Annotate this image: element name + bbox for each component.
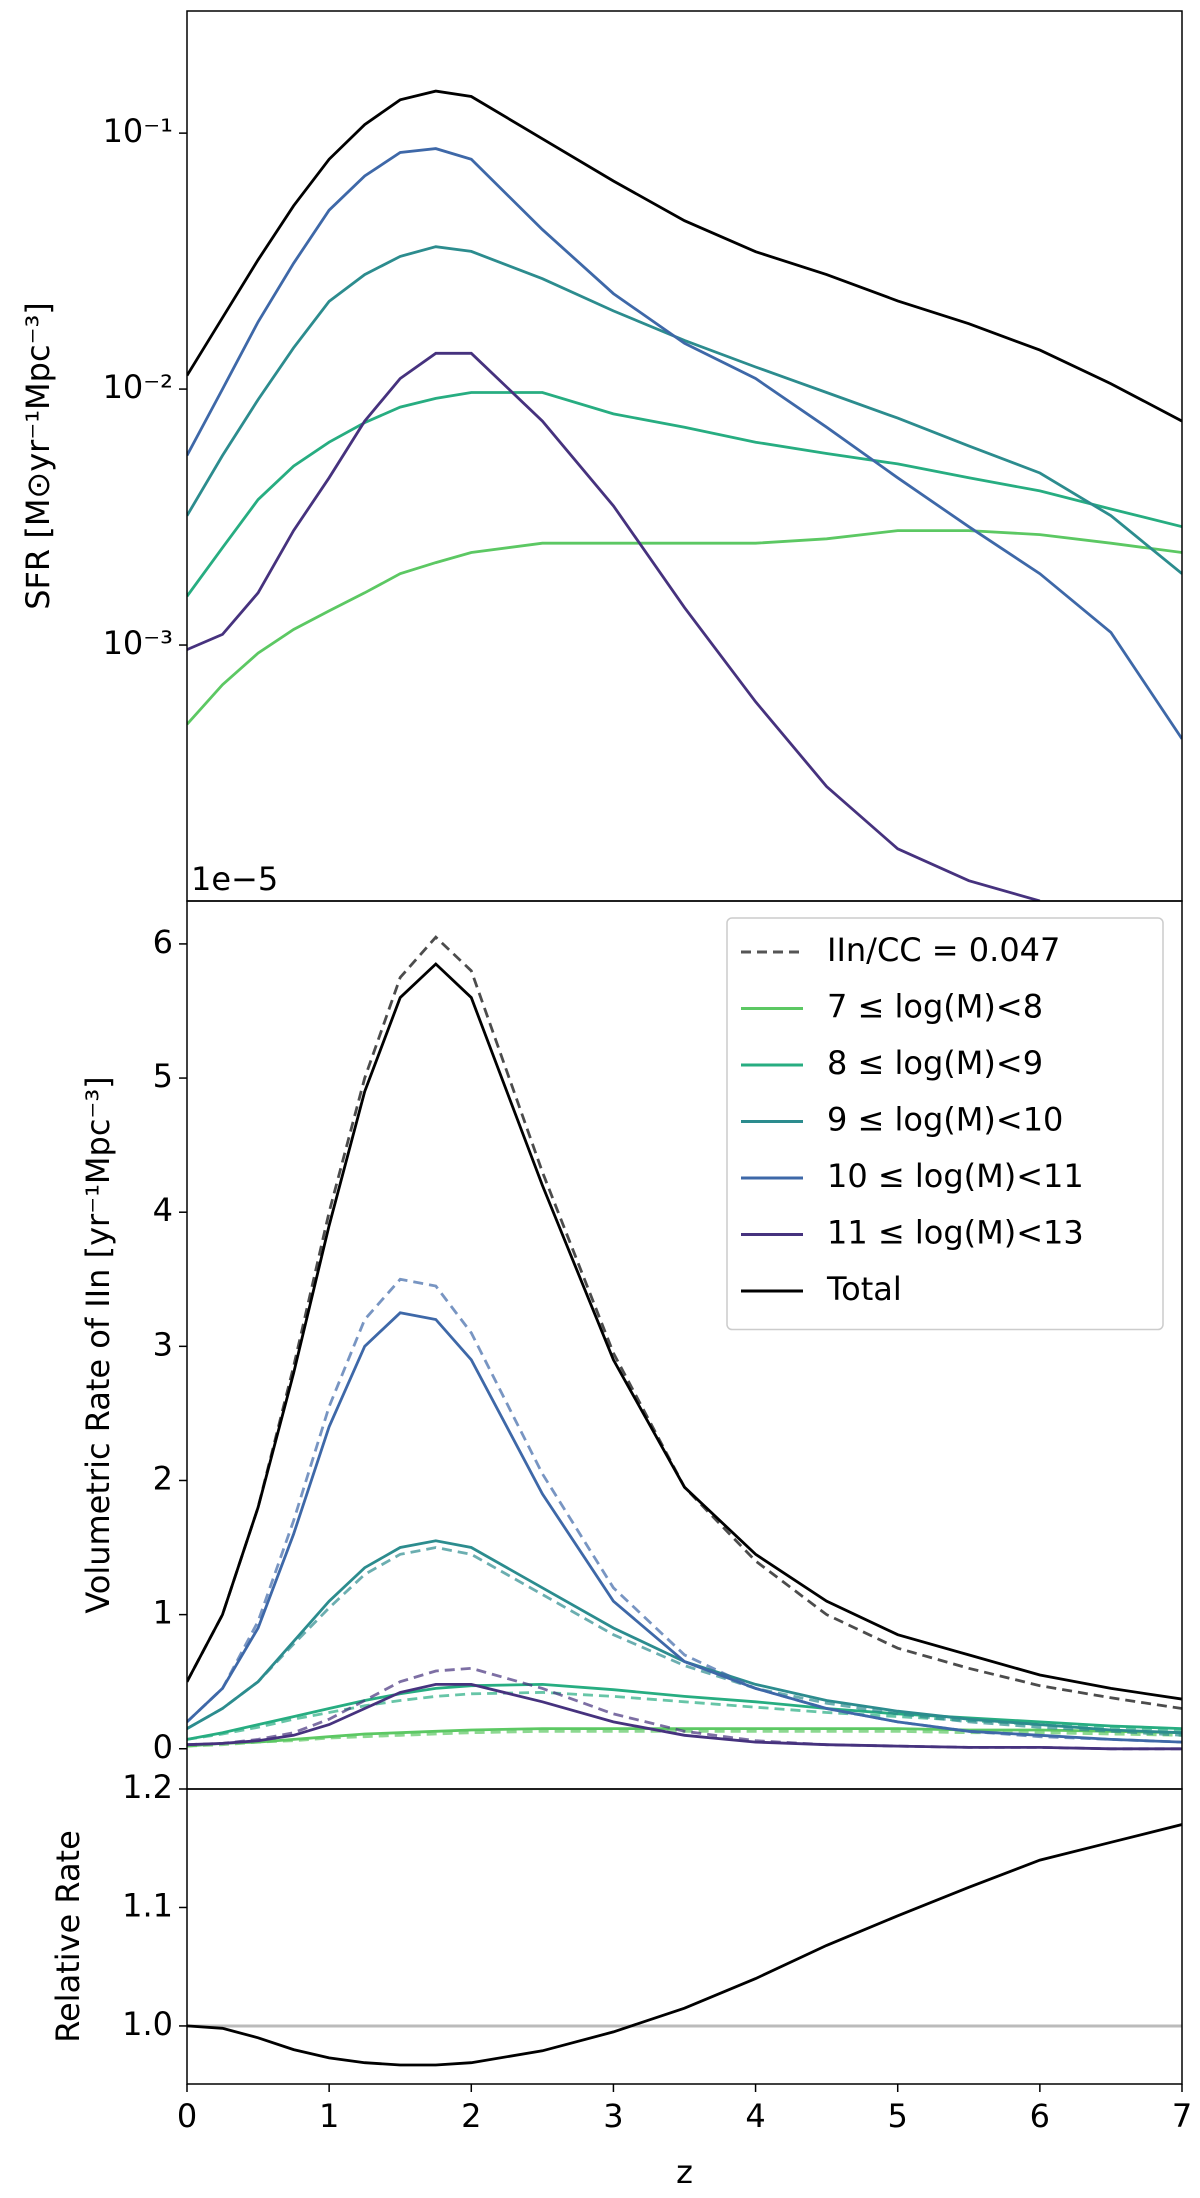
- x-tick-label: 5: [888, 2097, 908, 2135]
- data-line: [187, 89, 1182, 423]
- legend-label: Total: [826, 1270, 902, 1308]
- data-line: [187, 391, 1182, 598]
- offset-label: 1e−5: [191, 860, 278, 898]
- model-line: [187, 1729, 1182, 1748]
- y-tick-label: 2: [153, 1459, 173, 1497]
- y-tick-label: 3: [153, 1325, 173, 1363]
- data-line: [187, 147, 1182, 740]
- x-tick-label: 4: [745, 2097, 765, 2135]
- x-axis-label: z: [676, 2153, 693, 2191]
- y-tick-label: 0: [153, 1728, 173, 1766]
- y-tick-label: 10⁻²: [103, 368, 173, 406]
- data-line: [187, 962, 1182, 1701]
- x-tick-label: 2: [461, 2097, 481, 2135]
- data-line: [187, 529, 1182, 726]
- data-line: [187, 1311, 1182, 1744]
- y-tick-label: 4: [153, 1191, 173, 1229]
- y-tick-label: 10⁻¹: [103, 112, 173, 150]
- y-tick-label: 10⁻³: [103, 624, 173, 662]
- y-axis-label: SFR [M⊙yr⁻¹Mpc⁻³]: [19, 302, 57, 610]
- panel-frame: [186, 10, 1183, 902]
- legend-label: 8 ≤ log(M)<9: [827, 1044, 1043, 1082]
- y-axis-label: Volumetric Rate of IIn [yr⁻¹Mpc⁻³]: [79, 1076, 117, 1613]
- x-tick-label: 7: [1172, 2097, 1192, 2135]
- x-tick-label: 1: [319, 2097, 339, 2135]
- x-tick-label: 6: [1030, 2097, 1050, 2135]
- model-line: [187, 1546, 1182, 1737]
- data-line: [187, 1539, 1182, 1735]
- plot-area: [187, 1823, 1182, 2067]
- plot-area: [187, 89, 1182, 901]
- y-tick-label: 1.0: [122, 2005, 173, 2043]
- legend-box: [726, 917, 1164, 1331]
- legend-label: 11 ≤ log(M)<13: [827, 1214, 1084, 1252]
- y-tick-label: 1.1: [122, 1886, 173, 1924]
- y-tick-label: 1: [153, 1594, 173, 1632]
- legend-label: IIn/CC = 0.047: [827, 931, 1060, 969]
- legend-label: 7 ≤ log(M)<8: [827, 988, 1043, 1026]
- plot-area: [187, 935, 1182, 1751]
- y-tick-label: 5: [153, 1057, 173, 1095]
- data-line: [187, 1823, 1182, 2067]
- data-line: [187, 1683, 1182, 1751]
- x-tick-label: 0: [177, 2097, 197, 2135]
- y-axis-label: Relative Rate: [49, 1830, 87, 2043]
- data-line: [187, 245, 1182, 575]
- x-tick-label: 3: [603, 2097, 623, 2135]
- data-line: [187, 351, 1041, 901]
- y-tick-label: 6: [153, 923, 173, 961]
- y-tick-label: 1.2: [122, 1768, 173, 1806]
- panel-frame: [186, 1788, 1183, 2085]
- legend-label: 9 ≤ log(M)<10: [827, 1101, 1063, 1139]
- legend-label: 10 ≤ log(M)<11: [827, 1157, 1084, 1195]
- model-line: [187, 935, 1182, 1710]
